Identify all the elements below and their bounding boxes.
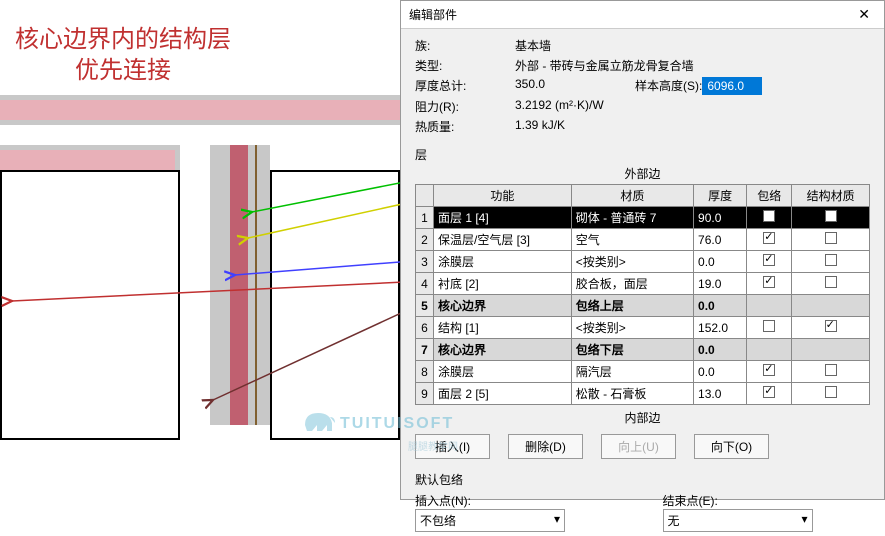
layers-table[interactable]: 功能 材质 厚度 包络 结构材质 1面层 1 [4]砌体 - 普通砖 790.0… (415, 184, 870, 405)
type-label: 类型: (415, 57, 515, 74)
edit-assembly-dialog: 编辑部件 ✕ 族:基本墙 类型:外部 - 带砖与金属立筋龙骨复合墙 厚度总计: … (400, 0, 885, 500)
chevron-down-icon: ▾ (801, 512, 807, 529)
table-row[interactable]: 9面层 2 [5]松散 - 石膏板13.0 (416, 383, 870, 405)
layers-label: 层 (415, 146, 870, 163)
insert-point-label: 插入点(N): (415, 492, 623, 509)
mass-label: 热质量: (415, 118, 515, 135)
thickness-value: 350.0 (515, 77, 635, 95)
checkbox[interactable] (763, 254, 775, 266)
sample-height-label: 样本高度(S): (635, 77, 702, 95)
sample-height-input[interactable] (702, 77, 762, 95)
mass-value: 1.39 kJ/K (515, 118, 870, 135)
checkbox[interactable] (825, 210, 837, 222)
checkbox[interactable] (825, 386, 837, 398)
col-structural: 结构材质 (792, 185, 870, 207)
checkbox[interactable] (825, 364, 837, 376)
move-up-button[interactable]: 向上(U) (601, 434, 676, 459)
table-row[interactable]: 5核心边界包络上层0.0 (416, 295, 870, 317)
outer-side-label: 外部边 (415, 165, 870, 182)
checkbox[interactable] (763, 210, 775, 222)
chevron-down-icon: ▾ (554, 512, 560, 529)
wrap-title: 默认包络 (415, 471, 870, 488)
annotation-text: 核心边界内的结构层 优先连接 (15, 25, 231, 87)
watermark-text: TUITUISOFT (340, 415, 454, 433)
checkbox[interactable] (825, 232, 837, 244)
move-down-button[interactable]: 向下(O) (694, 434, 769, 459)
col-wrap: 包络 (747, 185, 792, 207)
watermark-subtext: 腿腿教学网 (408, 438, 458, 453)
resistance-label: 阻力(R): (415, 98, 515, 115)
family-label: 族: (415, 37, 515, 54)
checkbox[interactable] (763, 320, 775, 332)
checkbox[interactable] (825, 254, 837, 266)
watermark-logo-icon (300, 405, 340, 435)
checkbox[interactable] (763, 364, 775, 376)
delete-button[interactable]: 删除(D) (508, 434, 583, 459)
checkbox[interactable] (763, 386, 775, 398)
table-row[interactable]: 6结构 [1]<按类别>152.0 (416, 317, 870, 339)
table-row[interactable]: 3涂膜层<按类别>0.0 (416, 251, 870, 273)
table-row[interactable]: 2保温层/空气层 [3]空气76.0 (416, 229, 870, 251)
button-row: 插入(I) 删除(D) 向上(U) 向下(O) (401, 426, 884, 467)
thickness-label: 厚度总计: (415, 77, 515, 95)
family-value: 基本墙 (515, 37, 870, 54)
col-material: 材质 (571, 185, 693, 207)
table-row[interactable]: 7核心边界包络下层0.0 (416, 339, 870, 361)
type-value: 外部 - 带砖与金属立筋龙骨复合墙 (515, 57, 870, 74)
close-button[interactable]: ✕ (852, 4, 876, 25)
col-thickness: 厚度 (694, 185, 747, 207)
resistance-value: 3.2192 (m²·K)/W (515, 98, 870, 115)
checkbox[interactable] (763, 232, 775, 244)
col-function: 功能 (434, 185, 572, 207)
table-row[interactable]: 4衬底 [2]胶合板，面层19.0 (416, 273, 870, 295)
inner-side-label: 内部边 (415, 409, 870, 426)
checkbox[interactable] (763, 276, 775, 288)
checkbox[interactable] (825, 320, 837, 332)
dialog-title: 编辑部件 (409, 6, 457, 23)
table-row[interactable]: 8涂膜层隔汽层0.0 (416, 361, 870, 383)
wrap-section: 默认包络 插入点(N): 不包络▾ 结束点(E): 无▾ (401, 467, 884, 536)
insert-point-select[interactable]: 不包络▾ (415, 509, 565, 532)
properties-panel: 族:基本墙 类型:外部 - 带砖与金属立筋龙骨复合墙 厚度总计: 350.0 样… (401, 29, 884, 146)
checkbox[interactable] (825, 276, 837, 288)
end-point-select[interactable]: 无▾ (663, 509, 813, 532)
table-row[interactable]: 1面层 1 [4]砌体 - 普通砖 790.0 (416, 207, 870, 229)
dialog-titlebar: 编辑部件 ✕ (401, 1, 884, 29)
end-point-label: 结束点(E): (663, 492, 871, 509)
